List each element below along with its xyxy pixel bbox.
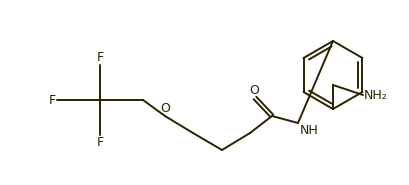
- Text: O: O: [160, 102, 170, 115]
- Text: F: F: [97, 136, 103, 149]
- Text: F: F: [49, 93, 56, 107]
- Text: F: F: [97, 51, 103, 64]
- Text: O: O: [249, 83, 259, 97]
- Text: NH: NH: [300, 125, 319, 137]
- Text: NH₂: NH₂: [364, 88, 388, 102]
